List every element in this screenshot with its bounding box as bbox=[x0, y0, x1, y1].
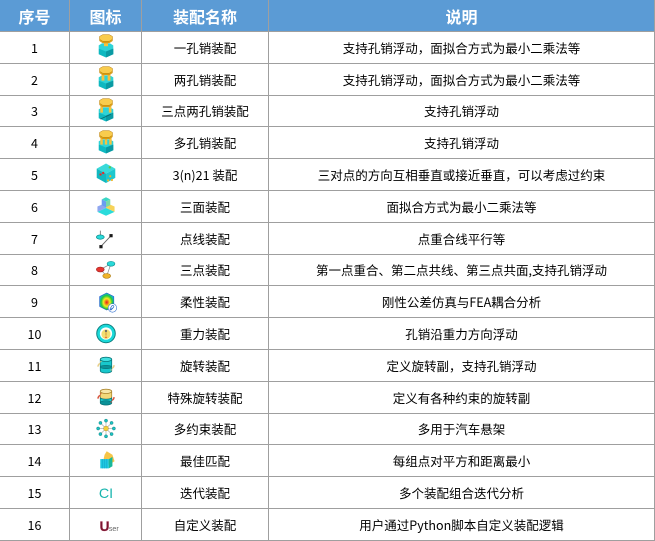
svg-text:U: U bbox=[99, 519, 109, 534]
svg-text:ser: ser bbox=[108, 525, 119, 533]
svg-text:CI: CI bbox=[98, 486, 112, 502]
